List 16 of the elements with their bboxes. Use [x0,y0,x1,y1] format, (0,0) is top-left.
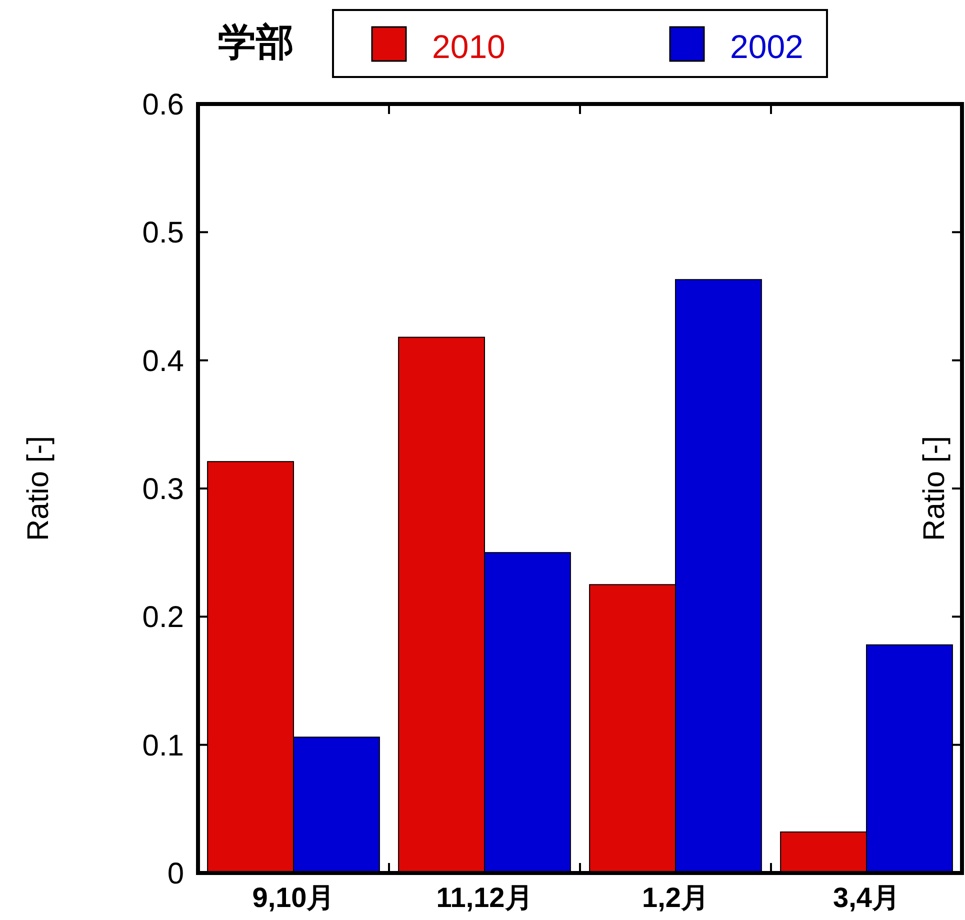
y-tick-label: 0.1 [142,729,184,762]
legend-label: 2002 [730,28,804,65]
x-tick-label: 11,12月 [436,882,533,913]
y-tick-label: 0.5 [142,216,184,250]
y2-axis-title: Ratio [-] [918,436,951,542]
x-tick-label: 1,2月 [642,882,709,913]
y-axis-title: Ratio [-] [22,436,55,542]
x-tick-label: 3,4月 [833,882,900,913]
y-tick-label: 0.3 [142,473,184,506]
x-tick-label: 9,10月 [252,882,335,913]
y-tick-label: 0.2 [142,601,184,634]
y-tick-label: 0 [167,858,184,890]
legend-title: 学部 [218,22,294,64]
legend-label: 2010 [432,28,506,65]
y-tick-label: 0.6 [142,88,184,122]
y-tick-label: 0.4 [142,344,184,378]
